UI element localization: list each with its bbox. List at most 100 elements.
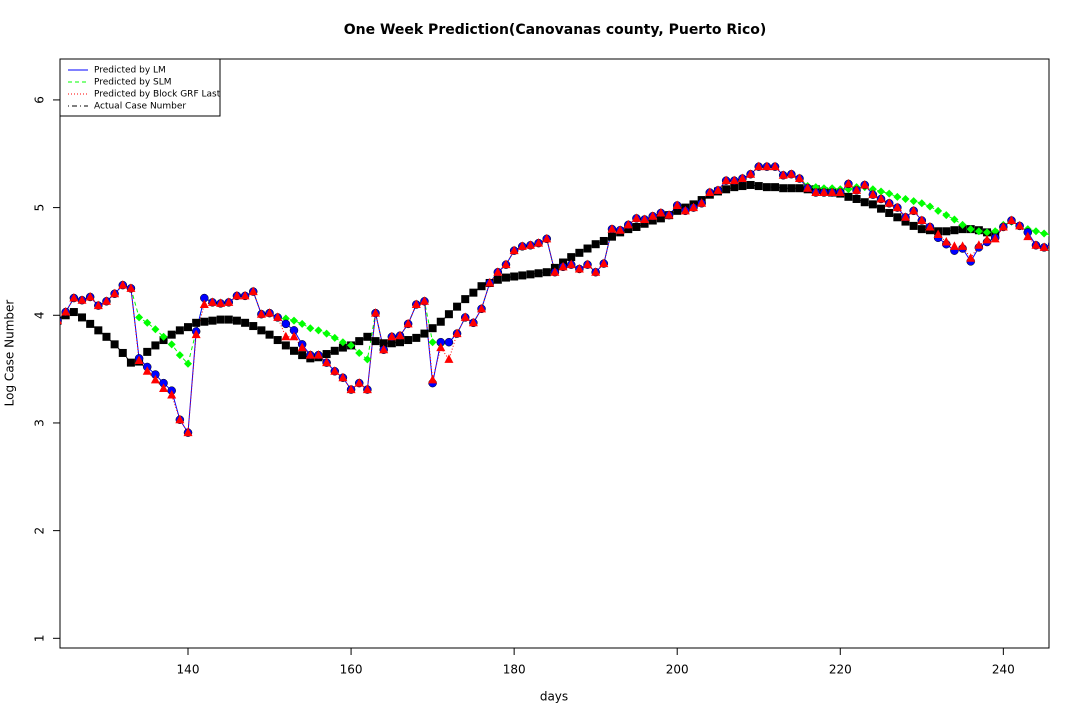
point xyxy=(583,244,592,253)
point xyxy=(444,354,454,363)
point xyxy=(786,169,796,178)
point xyxy=(379,339,388,348)
point xyxy=(787,184,796,193)
point xyxy=(453,302,462,311)
point xyxy=(363,332,372,341)
point xyxy=(778,170,788,179)
point xyxy=(575,248,584,257)
point xyxy=(697,198,707,207)
point xyxy=(762,183,771,192)
point xyxy=(126,283,136,292)
point xyxy=(485,277,495,287)
point xyxy=(1031,240,1041,249)
point xyxy=(803,183,813,192)
point xyxy=(722,185,731,194)
point xyxy=(550,267,560,276)
point xyxy=(525,240,535,249)
point xyxy=(591,267,601,276)
point xyxy=(322,329,331,338)
point xyxy=(901,194,910,203)
point xyxy=(468,317,478,327)
point xyxy=(591,240,600,249)
point xyxy=(281,319,291,329)
point xyxy=(811,187,821,197)
point xyxy=(958,225,967,234)
legend-label: Predicted by LM xyxy=(94,66,166,76)
point xyxy=(477,282,486,291)
point xyxy=(795,184,804,193)
y-tick-label: 3 xyxy=(33,419,47,427)
point xyxy=(371,308,381,317)
point xyxy=(884,198,894,207)
point xyxy=(893,192,902,201)
point xyxy=(354,378,364,387)
y-tick-label: 5 xyxy=(33,204,47,212)
chart-title: One Week Prediction(Canovanas county, Pu… xyxy=(344,22,767,38)
point xyxy=(680,205,690,215)
point xyxy=(990,233,1000,243)
point xyxy=(974,227,983,236)
y-tick-label: 1 xyxy=(33,634,47,642)
point xyxy=(868,189,878,199)
point xyxy=(93,300,103,310)
plot-frame xyxy=(59,58,1050,649)
point xyxy=(371,337,380,346)
point xyxy=(925,202,934,211)
point xyxy=(934,206,943,215)
point xyxy=(167,340,176,349)
point xyxy=(746,169,756,178)
point xyxy=(893,213,902,222)
point xyxy=(640,214,650,223)
point xyxy=(917,215,927,225)
point xyxy=(567,253,576,262)
x-axis-label: days xyxy=(540,690,568,704)
point xyxy=(151,341,160,350)
point xyxy=(518,271,527,280)
point xyxy=(330,346,339,355)
point xyxy=(207,297,217,306)
point xyxy=(265,330,274,339)
point xyxy=(966,253,976,262)
point xyxy=(249,322,258,331)
point xyxy=(876,193,886,203)
point xyxy=(461,295,470,304)
point xyxy=(281,341,290,350)
point xyxy=(901,217,910,226)
point xyxy=(387,331,397,341)
y-tick-label: 2 xyxy=(33,527,47,535)
point xyxy=(330,333,339,342)
point xyxy=(460,312,470,321)
point xyxy=(624,225,633,234)
point xyxy=(208,316,217,325)
point xyxy=(379,344,389,354)
point xyxy=(1039,242,1049,251)
point xyxy=(925,221,935,231)
point xyxy=(1047,245,1049,248)
point xyxy=(469,288,478,297)
point xyxy=(974,240,984,249)
point xyxy=(338,372,348,382)
point xyxy=(338,343,347,352)
point xyxy=(404,336,413,345)
point xyxy=(216,298,226,307)
point xyxy=(175,351,184,360)
point xyxy=(297,342,307,352)
point xyxy=(558,261,568,271)
point xyxy=(1015,220,1025,230)
point xyxy=(224,297,234,306)
point xyxy=(143,347,152,356)
point xyxy=(420,329,429,338)
point xyxy=(69,308,78,317)
point xyxy=(306,324,315,333)
point xyxy=(1048,241,1049,247)
point xyxy=(78,313,87,322)
point xyxy=(241,318,250,327)
point xyxy=(517,241,527,250)
point xyxy=(265,308,275,317)
point xyxy=(574,263,584,273)
point xyxy=(387,339,396,348)
point xyxy=(868,200,877,209)
point xyxy=(273,336,282,345)
point xyxy=(779,184,788,193)
